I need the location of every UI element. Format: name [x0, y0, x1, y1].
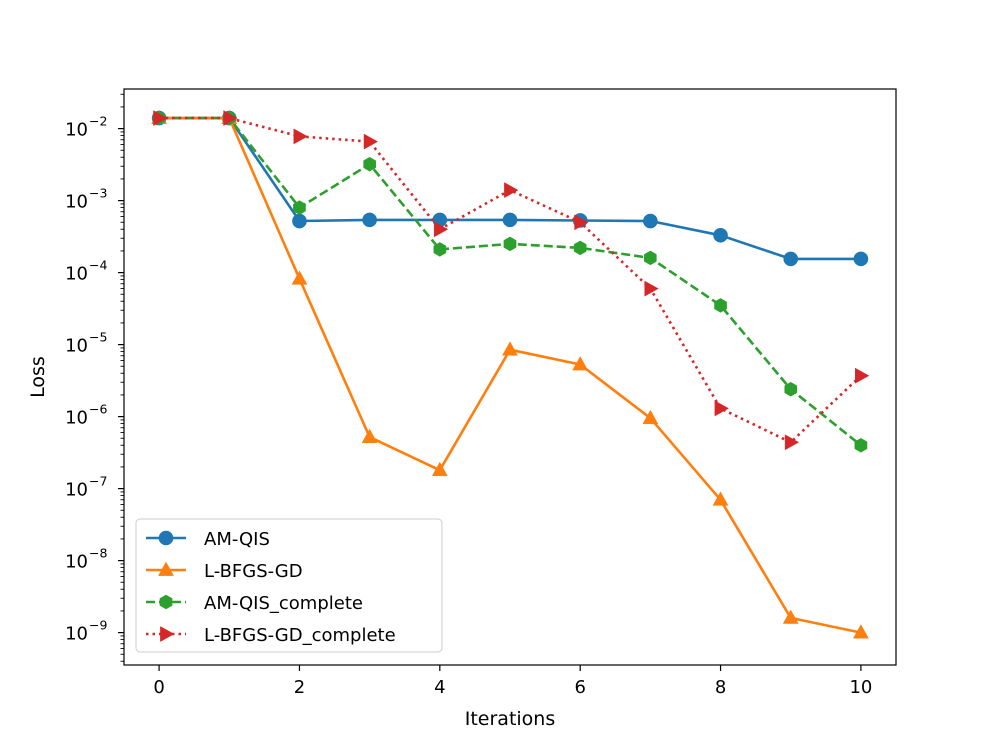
y-axis-label: Loss — [27, 356, 49, 398]
x-tick-label: 0 — [153, 677, 164, 698]
y-tick-label: 10 — [65, 408, 88, 429]
y-tick-exponent: −4 — [89, 258, 107, 273]
y-tick-label: 10 — [65, 264, 88, 285]
data-point — [502, 341, 518, 356]
legend-label: L-BFGS-GD — [204, 561, 303, 582]
y-tick-label: 10 — [65, 336, 88, 357]
data-point — [854, 438, 868, 453]
series-l-bfgs-gd-complete — [153, 110, 870, 451]
data-point — [784, 434, 800, 451]
data-point — [855, 367, 870, 384]
y-tick-label: 10 — [65, 552, 88, 573]
data-point — [291, 270, 308, 285]
y-tick-label: 10 — [65, 480, 88, 501]
data-point — [642, 409, 659, 425]
x-tick-label: 10 — [849, 677, 872, 698]
y-tick-exponent: −5 — [89, 330, 107, 345]
legend-marker — [158, 561, 174, 576]
data-point — [363, 156, 376, 172]
axes-frame — [123, 88, 897, 666]
series-line — [159, 116, 862, 444]
y-tick-exponent: −2 — [89, 114, 107, 129]
y-tick-exponent: −3 — [89, 186, 107, 201]
legend-marker — [158, 530, 174, 546]
data-point — [573, 240, 587, 256]
legend-item: AM-QIS — [146, 529, 270, 550]
data-point — [363, 133, 379, 150]
data-point — [362, 212, 377, 228]
data-point — [293, 128, 308, 145]
data-point — [504, 182, 519, 199]
data-point — [502, 212, 518, 228]
x-tick-label: 4 — [434, 677, 445, 698]
legend-item: AM-QIS_complete — [146, 593, 363, 614]
legend-marker — [160, 626, 175, 642]
legend-label: AM-QIS — [204, 529, 270, 550]
data-point — [433, 221, 449, 238]
legend-item: L-BFGS-GD — [146, 561, 303, 582]
x-tick-label: 8 — [715, 677, 726, 698]
data-point — [292, 213, 307, 229]
x-tick-label: 6 — [574, 677, 585, 698]
data-point — [852, 624, 869, 639]
data-point — [853, 251, 869, 267]
data-point — [714, 298, 727, 313]
y-tick-exponent: −7 — [89, 474, 107, 489]
y-tick-exponent: −6 — [89, 402, 107, 417]
y-tick-exponent: −8 — [89, 546, 107, 561]
data-point — [783, 251, 799, 267]
data-point — [503, 236, 517, 252]
data-point — [433, 242, 447, 257]
data-point — [784, 381, 798, 397]
legend-item: L-BFGS-GD_complete — [146, 625, 396, 646]
data-point — [361, 428, 378, 443]
data-point — [574, 214, 589, 231]
legend-label: L-BFGS-GD_complete — [204, 625, 396, 646]
legend-label: AM-QIS_complete — [204, 593, 363, 614]
data-point — [782, 609, 799, 624]
data-point — [153, 110, 168, 127]
data-point — [644, 250, 657, 266]
x-tick-label: 2 — [294, 677, 305, 698]
y-tick-label: 10 — [65, 120, 88, 141]
legend: AM-QIS L-BFGS-GD AM-QIS_complete L-BFGS-GD_… — [135, 518, 443, 653]
data-point — [712, 491, 729, 506]
data-point — [713, 227, 728, 243]
data-point — [572, 356, 589, 371]
data-point — [223, 110, 238, 127]
y-tick-label: 10 — [65, 192, 88, 213]
data-point — [293, 200, 306, 215]
legend-box — [135, 518, 443, 653]
data-point — [644, 280, 659, 297]
data-point — [714, 400, 729, 417]
y-tick-label: 10 — [65, 624, 88, 645]
x-axis-label: Iterations — [465, 708, 556, 730]
y-tick-exponent: −9 — [89, 618, 107, 633]
data-point — [643, 213, 658, 229]
legend-marker — [159, 594, 173, 610]
data-point — [431, 461, 448, 477]
